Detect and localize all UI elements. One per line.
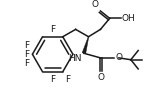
Text: F: F: [25, 41, 30, 50]
Text: HN: HN: [69, 54, 82, 63]
Text: F: F: [50, 75, 55, 84]
Text: F: F: [25, 50, 30, 59]
Text: O: O: [115, 53, 122, 62]
Text: O: O: [98, 73, 105, 82]
Polygon shape: [82, 37, 89, 54]
Text: F: F: [50, 25, 55, 34]
Text: F: F: [66, 75, 71, 84]
Text: O: O: [92, 0, 99, 9]
Text: F: F: [25, 59, 30, 68]
Text: OH: OH: [122, 14, 135, 23]
